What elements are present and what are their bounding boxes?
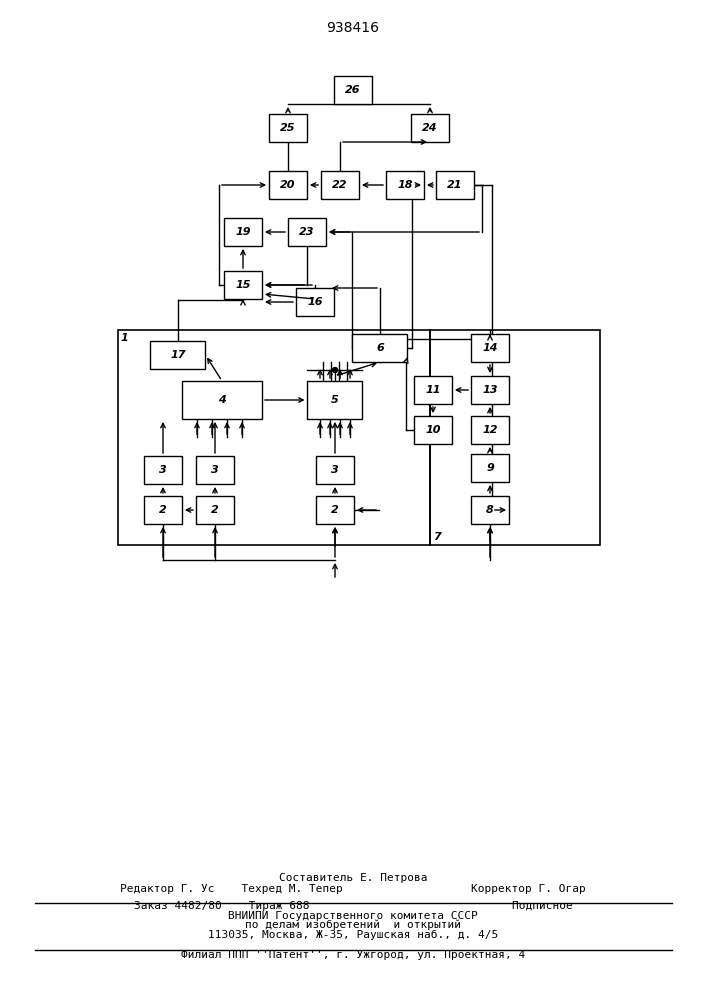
Text: 9: 9 [486,463,494,473]
Bar [436,171,474,199]
Text: 11: 11 [425,385,440,395]
Text: 2: 2 [331,505,339,515]
Text: 4: 4 [218,395,226,405]
Bar [471,416,509,444]
Bar [144,496,182,524]
Text: 17: 17 [170,350,186,360]
Text: 24: 24 [422,123,438,133]
Bar [321,171,359,199]
Text: 938416: 938416 [327,21,380,35]
Text: 22: 22 [332,180,348,190]
Bar [471,454,509,482]
Bar [308,381,363,419]
Bar [411,114,449,142]
Bar [334,76,372,104]
Bar [386,171,424,199]
Text: Заказ 4482/80    Тираж 688                              Подписное: Заказ 4482/80 Тираж 688 Подписное [134,901,573,911]
Text: Редактор Г. Ус    Техред М. Тепер                   Корректор Г. Огар: Редактор Г. Ус Техред М. Тепер Корректор… [120,884,586,894]
Bar [269,114,307,142]
Bar [471,376,509,404]
Text: 13: 13 [482,385,498,395]
Text: ВНИИПИ Государственного комитета СССР: ВНИИПИ Государственного комитета СССР [228,911,478,921]
Text: 21: 21 [448,180,463,190]
Bar [414,376,452,404]
Text: 19: 19 [235,227,251,237]
Text: Составитель Е. Петрова: Составитель Е. Петрова [279,873,427,883]
Text: 3: 3 [211,465,219,475]
Bar [471,334,509,362]
Bar [224,271,262,299]
Text: 14: 14 [482,343,498,353]
Bar [196,496,234,524]
Text: Филиал ППП ''Патент'', г. Ужгород, ул. Проектная, 4: Филиал ППП ''Патент'', г. Ужгород, ул. П… [181,950,525,960]
Text: 7: 7 [433,532,440,542]
Bar [296,288,334,316]
Bar [471,496,509,524]
Text: 5: 5 [331,395,339,405]
Bar [151,341,206,369]
Bar [196,456,234,484]
Text: 2: 2 [211,505,219,515]
Bar [269,171,307,199]
Bar [316,456,354,484]
Text: 12: 12 [482,425,498,435]
Circle shape [332,367,337,372]
Bar [430,330,600,545]
Bar [353,334,407,362]
Bar [316,496,354,524]
Text: 10: 10 [425,425,440,435]
Bar [182,381,262,419]
Bar [224,218,262,246]
Text: 3: 3 [331,465,339,475]
Bar [118,330,430,545]
Text: 16: 16 [308,297,323,307]
Text: 23: 23 [299,227,315,237]
Text: 15: 15 [235,280,251,290]
Text: 2: 2 [159,505,167,515]
Text: 6: 6 [376,343,384,353]
Text: 113035, Москва, Ж-35, Раушская наб., д. 4/5: 113035, Москва, Ж-35, Раушская наб., д. … [208,930,498,940]
Bar [414,416,452,444]
Text: 20: 20 [280,180,296,190]
Text: 1: 1 [121,333,129,343]
Text: по делам изобретений  и открытий: по делам изобретений и открытий [245,920,461,930]
Text: 8: 8 [486,505,494,515]
Bar [288,218,326,246]
Text: 18: 18 [397,180,413,190]
Text: 25: 25 [280,123,296,133]
Bar [144,456,182,484]
Text: 3: 3 [159,465,167,475]
Text: 26: 26 [345,85,361,95]
